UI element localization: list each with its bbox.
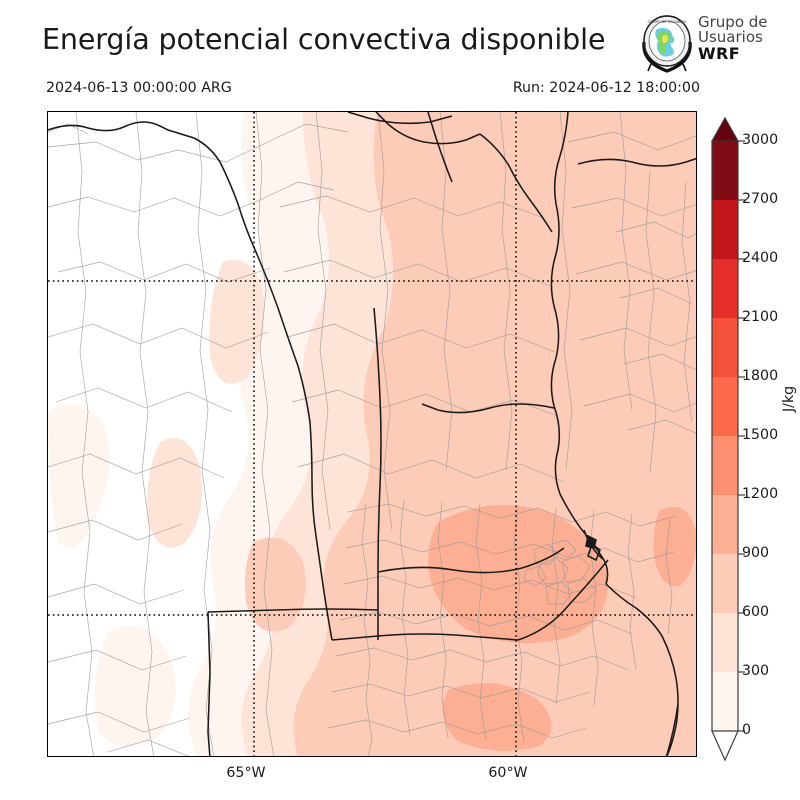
- province-national-boundaries: [48, 112, 696, 756]
- svg-text:GRUPO DE USUARIOS: GRUPO DE USUARIOS: [648, 20, 688, 24]
- page-title: Energía potencial convectiva disponible: [42, 23, 606, 56]
- colorbar-tick-300: 300: [742, 663, 770, 679]
- colorbar-tick-1500: 1500: [742, 427, 779, 443]
- map-gridlines: [48, 112, 696, 756]
- logo-line-3: WRF: [698, 43, 741, 63]
- colorbar-tick-1800: 1800: [742, 368, 779, 384]
- colorbar-units-label: J/kg: [781, 385, 797, 412]
- colorbar-tick-0: 0: [742, 722, 752, 738]
- colorbar-tick-900: 900: [742, 545, 770, 561]
- map-plot-area[interactable]: [47, 111, 697, 757]
- cape-contour-map: [48, 112, 696, 756]
- logo-text-block: Grupo de Usuarios WRF: [698, 13, 768, 63]
- xtick-label-65w: 65°W: [226, 765, 266, 781]
- colorbar[interactable]: 3000 2700 2400 2100 1800 1500 1200 900 6…: [705, 112, 800, 767]
- logo-line-1: Grupo de: [698, 13, 768, 31]
- colorbar-tick-3000: 3000: [742, 132, 779, 148]
- logo-line-2: Usuarios: [698, 28, 763, 47]
- valid-time-label: 2024-06-13 00:00:00 ARG: [46, 80, 232, 96]
- colorbar-tick-2400: 2400: [742, 250, 779, 266]
- department-boundaries: [48, 112, 696, 756]
- wrf-user-group-logo: GRUPO DE USUARIOS Grupo de Usuarios WRF: [638, 14, 798, 76]
- colorbar-tick-600: 600: [742, 604, 770, 620]
- xtick-label-60w: 60°W: [488, 765, 528, 781]
- globe-emblem-icon: GRUPO DE USUARIOS: [642, 15, 692, 73]
- run-time-label: Run: 2024-06-12 18:00:00: [512, 80, 700, 96]
- colorbar-gradient: [710, 116, 745, 762]
- colorbar-tick-2100: 2100: [742, 309, 779, 325]
- colorbar-tick-2700: 2700: [742, 191, 779, 207]
- colorbar-tick-1200: 1200: [742, 486, 779, 502]
